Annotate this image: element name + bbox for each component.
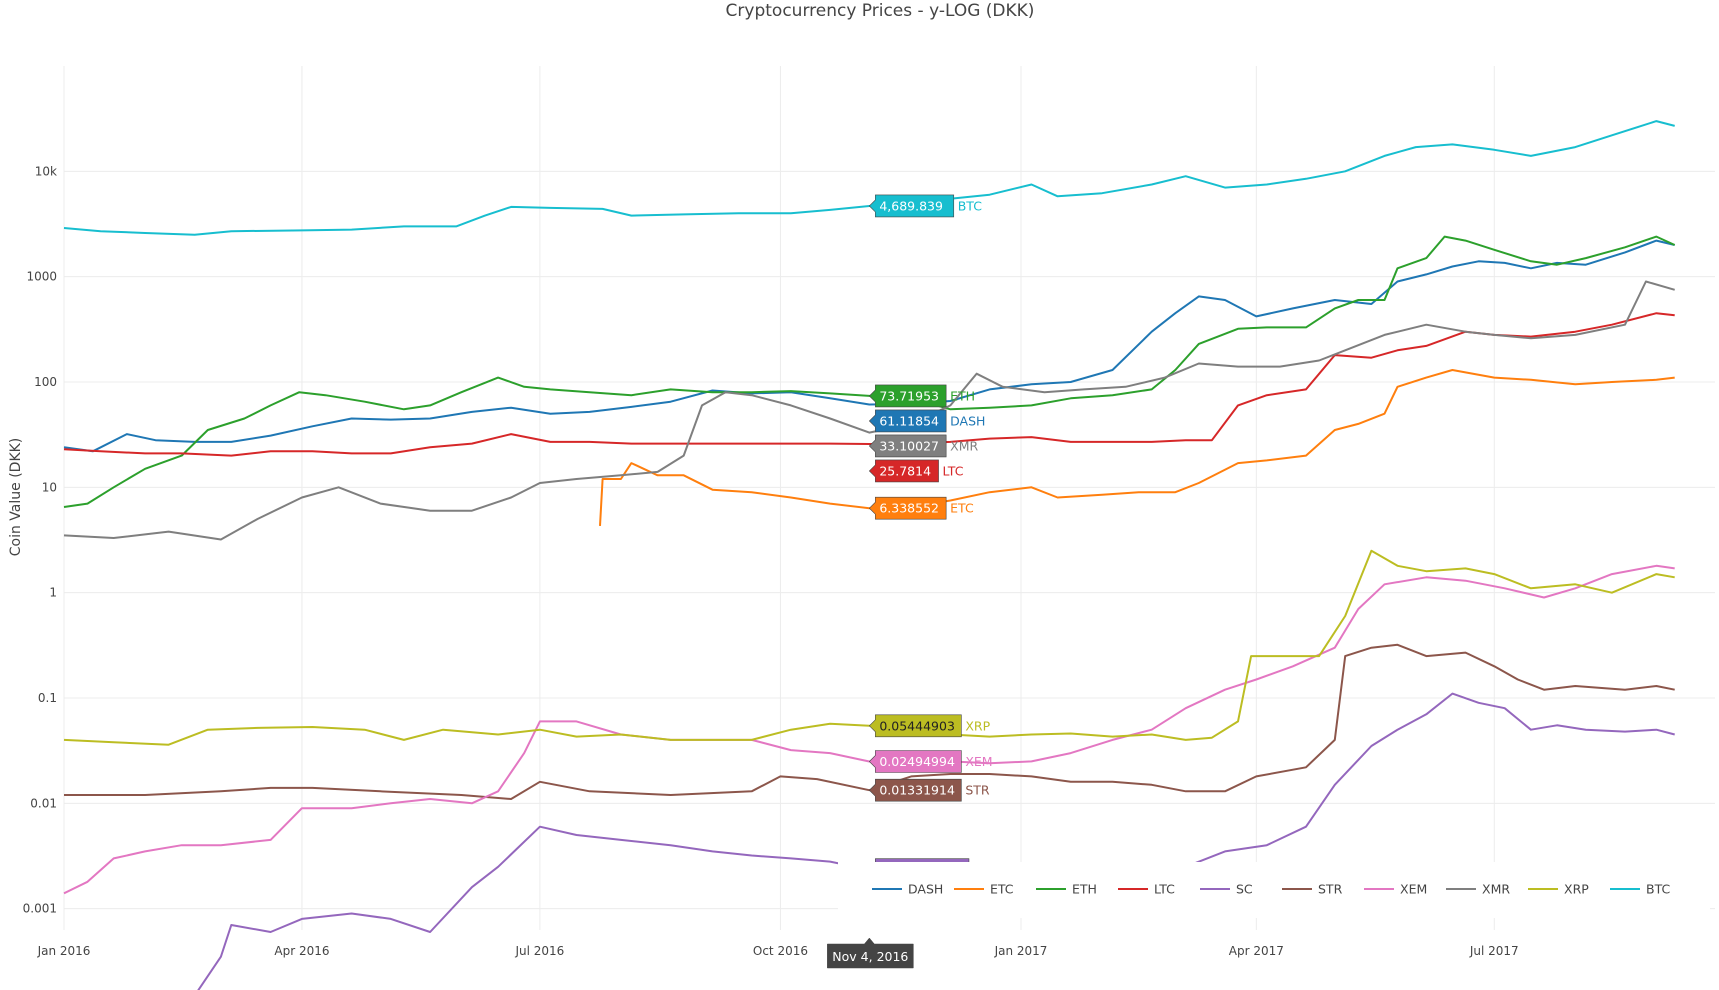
x-tick-label: Jan 2017 — [994, 944, 1048, 958]
legend-label: LTC — [1154, 882, 1175, 897]
x-tick-label: Jul 2017 — [1469, 944, 1519, 958]
hover-label-box — [868, 496, 947, 520]
legend-item-eth: ETH — [1036, 882, 1097, 897]
y-tick-label: 0.001 — [23, 902, 57, 916]
y-tick-label: 10k — [35, 164, 57, 178]
legend-label: SC — [1236, 882, 1253, 897]
legend-label: BTC — [1646, 882, 1670, 897]
legend-item-str: STR — [1282, 882, 1343, 897]
hover-label-box — [868, 750, 962, 773]
legend-item-dash: DASH — [872, 882, 943, 897]
y-tick-label: 1 — [49, 586, 57, 600]
hover-label-value: 0.05444903 — [879, 718, 955, 733]
legend-item-etc: ETC — [954, 882, 1014, 897]
grid-lines — [63, 66, 1715, 930]
hover-date-box — [827, 937, 914, 969]
legend-item-ltc: LTC — [1118, 882, 1175, 897]
y-tick-label: 100 — [34, 375, 57, 389]
legend-item-sc: SC — [1200, 882, 1253, 897]
hover-label-box — [868, 714, 962, 738]
hover-label-series: ETH — [950, 388, 975, 403]
hover-label-series: LTC — [943, 463, 964, 478]
hover-label-series: STR — [965, 783, 990, 798]
hover-label-xmr: 33.10027 XMR — [868, 434, 978, 458]
y-tick-label: 10 — [42, 480, 57, 494]
chart-title: Cryptocurrency Prices - y-LOG (DKK) — [726, 1, 1035, 21]
hover-label-value: 25.7814 — [879, 463, 931, 478]
series-line-xmr — [63, 280, 1675, 541]
legend-label: DASH — [908, 882, 943, 897]
hover-label-value: 6.338552 — [879, 501, 939, 516]
hover-label-box — [868, 194, 955, 218]
hover-label-box — [868, 778, 962, 802]
legend-item-xmr: XMR — [1446, 882, 1510, 897]
legend-label: STR — [1318, 882, 1343, 897]
hover-label-box — [868, 409, 947, 433]
hover-label-value: 33.10027 — [879, 438, 939, 453]
hover-label-box — [868, 384, 947, 408]
hover-label-series: DASH — [950, 413, 985, 428]
hover-label-series: XRP — [965, 718, 990, 733]
hover-label-series: BTC — [958, 198, 982, 213]
series-line-xem — [63, 564, 1675, 895]
series-line-xrp — [63, 549, 1675, 746]
legend: DASH ETC ETH LTC SC STR XEM XMR XRP BTC — [838, 862, 1710, 918]
series-line-etc — [599, 369, 1675, 526]
hover-label-xem: 0.02494994 XEM — [868, 750, 993, 773]
hover-label-series: ETC — [950, 501, 974, 516]
hover-label-xrp: 0.05444903 XRP — [868, 714, 991, 738]
hover-date-label: Nov 4, 2016 — [827, 937, 914, 969]
hover-label-value: 4,689.839 — [879, 198, 943, 213]
hover-label-str: 0.01331914 STR — [868, 778, 990, 802]
x-tick-label: Oct 2016 — [753, 944, 808, 958]
hover-label-eth: 73.71953 ETH — [868, 384, 975, 408]
y-tick-label: 0.1 — [38, 691, 57, 705]
legend-label: XRP — [1564, 882, 1589, 897]
hover-date-text: Nov 4, 2016 — [832, 949, 908, 964]
x-tick-label: Jul 2016 — [514, 944, 564, 958]
hover-label-series: XMR — [950, 438, 978, 453]
legend-item-xem: XEM — [1364, 882, 1427, 897]
hover-label-value: 0.01331914 — [879, 783, 955, 798]
hover-label-box — [868, 459, 939, 483]
y-axis-label: Coin Value (DKK) — [8, 438, 24, 557]
series-line-str — [64, 643, 1675, 800]
x-tick-label: Jan 2016 — [37, 944, 91, 958]
hover-label-value: 73.71953 — [879, 388, 939, 403]
series-line-dash — [63, 239, 1675, 453]
hover-label-value: 61.11854 — [879, 413, 939, 428]
y-tick-label: 1000 — [26, 270, 57, 284]
legend-label: XMR — [1482, 882, 1510, 897]
x-tick-label: Apr 2016 — [274, 944, 329, 958]
legend-item-btc: BTC — [1610, 882, 1670, 897]
legend-item-xrp: XRP — [1528, 882, 1589, 897]
hover-label-series: XEM — [965, 754, 992, 769]
hover-label-btc: 4,689.839 BTC — [868, 194, 982, 218]
series-line-btc — [63, 120, 1675, 236]
series-line-ltc — [63, 312, 1675, 457]
legend-label: ETC — [990, 882, 1014, 897]
x-tick-label: Apr 2017 — [1229, 944, 1284, 958]
hover-label-box — [868, 434, 947, 458]
hover-label-dash: 61.11854 DASH — [868, 409, 985, 433]
series-lines — [63, 120, 1676, 990]
hover-label-etc: 6.338552 ETC — [868, 496, 974, 520]
hover-label-ltc: 25.7814 LTC — [868, 459, 964, 483]
legend-label: ETH — [1072, 882, 1097, 897]
legend-label: XEM — [1400, 882, 1427, 897]
hover-labels: 4,689.839 BTC 73.71953 ETH 61.11854 DASH 33.10… — [827, 194, 993, 969]
y-tick-label: 0.01 — [30, 796, 57, 810]
hover-label-value: 0.02494994 — [879, 754, 955, 769]
